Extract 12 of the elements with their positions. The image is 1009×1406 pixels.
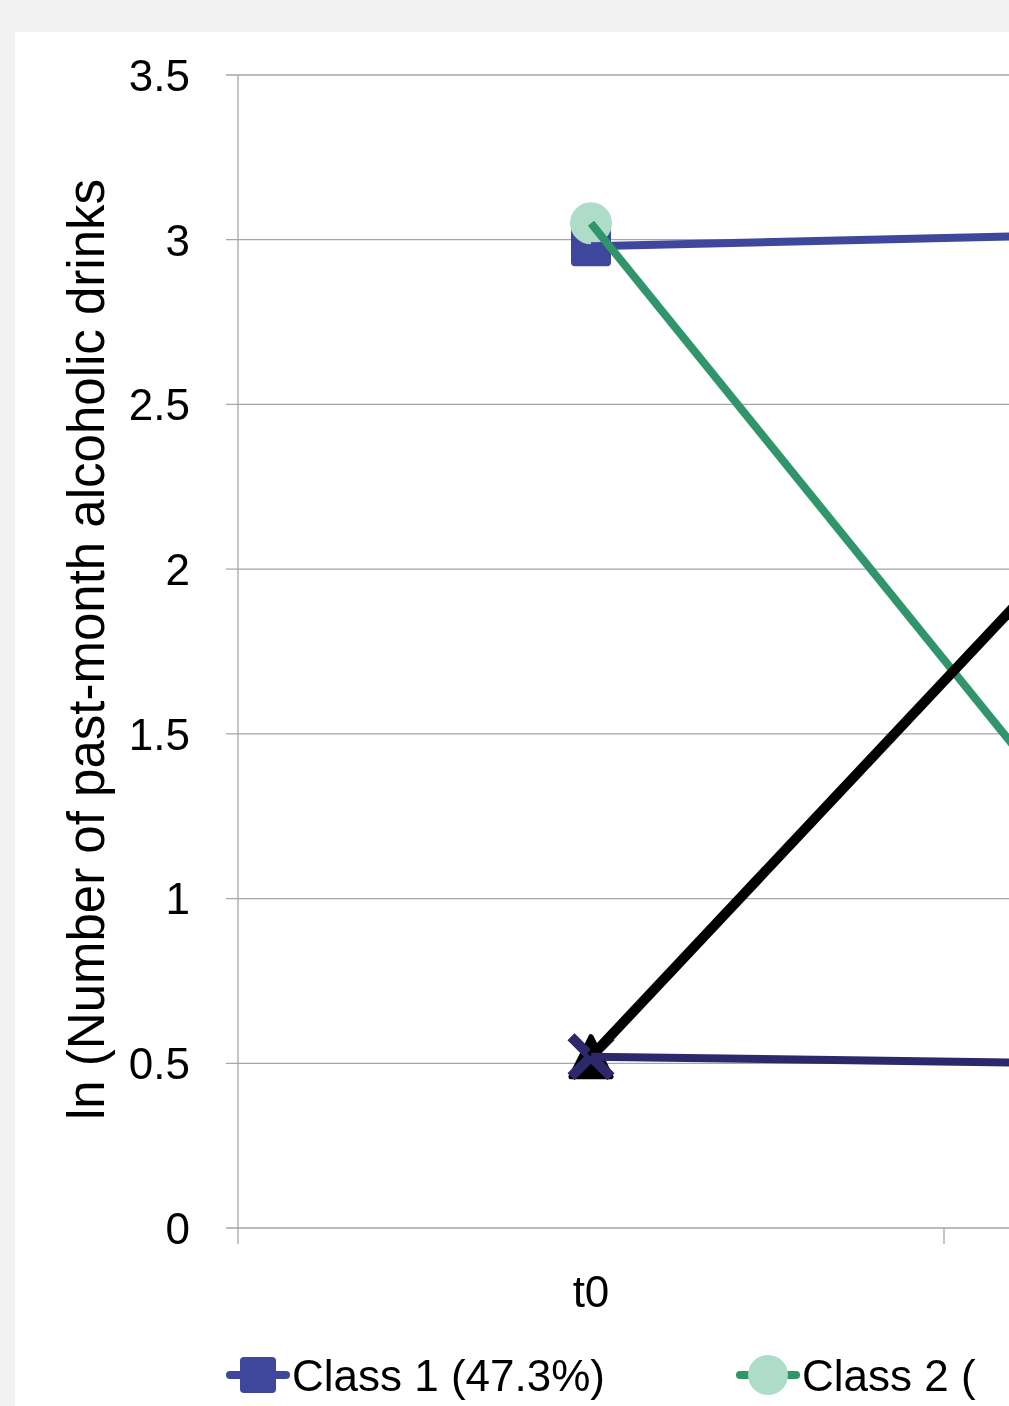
x-tick-label: t0 (572, 1267, 610, 1316)
y-tick-label: 1.5 (128, 709, 190, 759)
y-tick-label: 2.5 (128, 380, 190, 430)
y-tick-label: 3.5 (128, 50, 190, 100)
y-tick-label: 2 (165, 544, 190, 594)
legend-label: Class 1 (47.3%) (292, 1350, 606, 1400)
legend-label: Class 2 ( (802, 1350, 976, 1400)
y-tick-label: 0 (165, 1203, 190, 1253)
y-tick-label: 1 (165, 874, 190, 924)
y-tick-label: 3 (165, 215, 190, 265)
y-tick-label: 0.5 (128, 1039, 190, 1089)
y-axis-title: ln (Number of past-month alcoholic drinks (58, 178, 115, 1121)
